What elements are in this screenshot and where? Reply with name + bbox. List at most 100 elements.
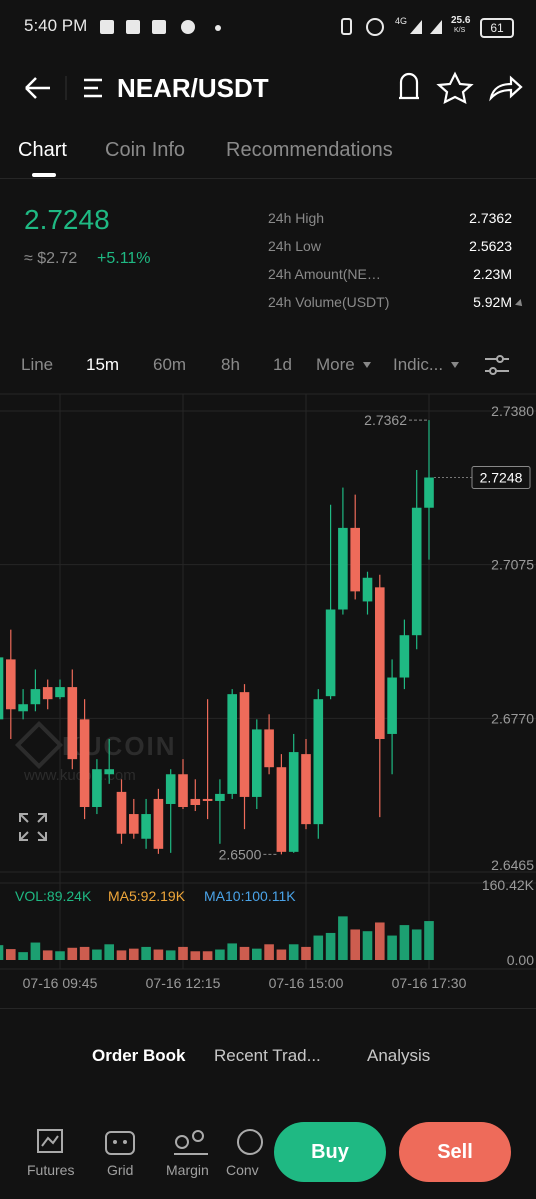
volume-bar <box>424 921 434 960</box>
dropdown-caret <box>451 362 459 368</box>
stat-label: 24h Amount(NE… <box>268 266 381 282</box>
volume-bar <box>42 950 53 960</box>
header-actions[interactable] <box>393 70 523 104</box>
status-right-icons <box>341 18 384 36</box>
candle-body <box>30 689 41 705</box>
volume-bar <box>165 950 176 960</box>
high-marker-label: 2.7362 <box>364 412 407 428</box>
candle-body <box>264 729 274 768</box>
volume-bar <box>55 951 65 960</box>
interval-option[interactable]: Line <box>21 355 54 374</box>
tab-indicator <box>32 173 56 177</box>
candle-body <box>92 769 102 808</box>
candle-body <box>6 659 16 710</box>
signal-icon <box>410 20 442 34</box>
interval-option[interactable]: Indic... <box>393 355 444 374</box>
candle-body <box>104 769 114 775</box>
header-icons[interactable] <box>22 72 112 104</box>
candle-body <box>288 752 299 852</box>
interval-option[interactable]: 60m <box>153 355 187 374</box>
x-tick-label: 07-16 17:30 <box>392 975 467 991</box>
interval-option[interactable]: 15m <box>86 355 120 374</box>
candle-body <box>301 754 311 825</box>
candle-body <box>411 507 422 636</box>
bottom-tab[interactable]: Analysis <box>367 1046 431 1065</box>
interval-option[interactable]: 1d <box>273 355 292 374</box>
price-change: +5.11% <box>97 250 151 267</box>
stat-label: 24h Volume(USDT) <box>268 294 390 310</box>
sell-button[interactable]: Sell <box>399 1122 511 1182</box>
x-tick-label: 07-16 09:45 <box>23 975 98 991</box>
status-icons <box>100 20 221 34</box>
nav-label[interactable]: Conv <box>226 1162 259 1178</box>
watermark-logo <box>14 720 64 770</box>
volume-label: VOL:89.24K <box>15 888 92 904</box>
candle-body <box>424 477 434 508</box>
candle-body <box>67 687 78 760</box>
stat-value: 2.23M <box>473 266 512 282</box>
volume-bar <box>18 952 28 960</box>
volume-bar <box>92 949 102 960</box>
status-speed-unit: K/S <box>454 27 466 34</box>
candle-body <box>42 687 53 700</box>
tab[interactable]: Recommendations <box>226 139 393 161</box>
nav-label[interactable]: Margin <box>166 1162 209 1178</box>
ma10-label: MA10:100.11K <box>204 888 296 904</box>
volume-bar <box>178 946 188 960</box>
status-time: 5:40 PM <box>24 16 88 35</box>
divider <box>0 1008 536 1009</box>
stat-label: 24h High <box>268 210 325 226</box>
nav-label[interactable]: Grid <box>107 1162 134 1178</box>
settings-icon[interactable] <box>482 352 512 378</box>
nav-icons[interactable] <box>20 1124 270 1160</box>
x-tick-label: 07-16 15:00 <box>269 975 344 991</box>
bottom-tab[interactable]: Order Book <box>92 1046 186 1065</box>
stat-value: 2.5623 <box>469 238 512 254</box>
candle-body <box>313 699 324 825</box>
candle-body <box>387 677 397 734</box>
volume-bar <box>30 942 41 960</box>
nav-label[interactable]: Futures <box>27 1162 75 1178</box>
pair-title: NEAR/USDT <box>117 73 269 103</box>
tab[interactable]: Coin Info <box>105 139 186 161</box>
x-tick-label: 07-16 12:15 <box>146 975 221 991</box>
volume-bar <box>252 948 262 960</box>
volume-bar <box>411 929 422 960</box>
buy-button[interactable]: Buy <box>274 1122 386 1182</box>
fullscreen-icon[interactable] <box>18 812 48 842</box>
interval-option[interactable]: 8h <box>221 355 240 374</box>
last-price-tag <box>471 466 531 490</box>
volume-bar <box>190 951 201 960</box>
candle-body <box>153 798 164 849</box>
status-network: 4G <box>395 16 408 26</box>
volume-bar <box>399 925 410 960</box>
volume-bar <box>239 946 250 960</box>
volume-bar <box>313 935 324 960</box>
candle-body <box>55 687 65 698</box>
bottom-tab[interactable]: Recent Trad... <box>214 1046 321 1065</box>
volume-bar <box>338 916 348 960</box>
ma5-label: MA5:92.19K <box>108 888 186 904</box>
candle-body <box>362 577 373 602</box>
volume-bar <box>67 947 78 960</box>
y-tick-label: 2.6770 <box>491 710 534 726</box>
candle-body <box>141 814 151 839</box>
volume-bar <box>6 949 16 960</box>
interval-option[interactable]: More <box>316 355 355 374</box>
volume-bar <box>288 944 299 960</box>
volume-bar <box>350 929 360 960</box>
volume-bar <box>153 949 164 960</box>
volume-bar <box>375 922 385 960</box>
volume-bar <box>104 944 114 960</box>
dropdown-caret <box>515 299 525 309</box>
candle-body <box>202 798 213 801</box>
tab[interactable]: Chart <box>18 139 67 161</box>
y-tick-label: 2.7380 <box>491 403 534 419</box>
candle-body <box>252 729 262 797</box>
candle-body <box>79 719 90 808</box>
candle-body <box>325 609 336 697</box>
divider <box>0 178 536 179</box>
volume-bar <box>141 946 151 960</box>
volume-bar <box>276 949 287 960</box>
